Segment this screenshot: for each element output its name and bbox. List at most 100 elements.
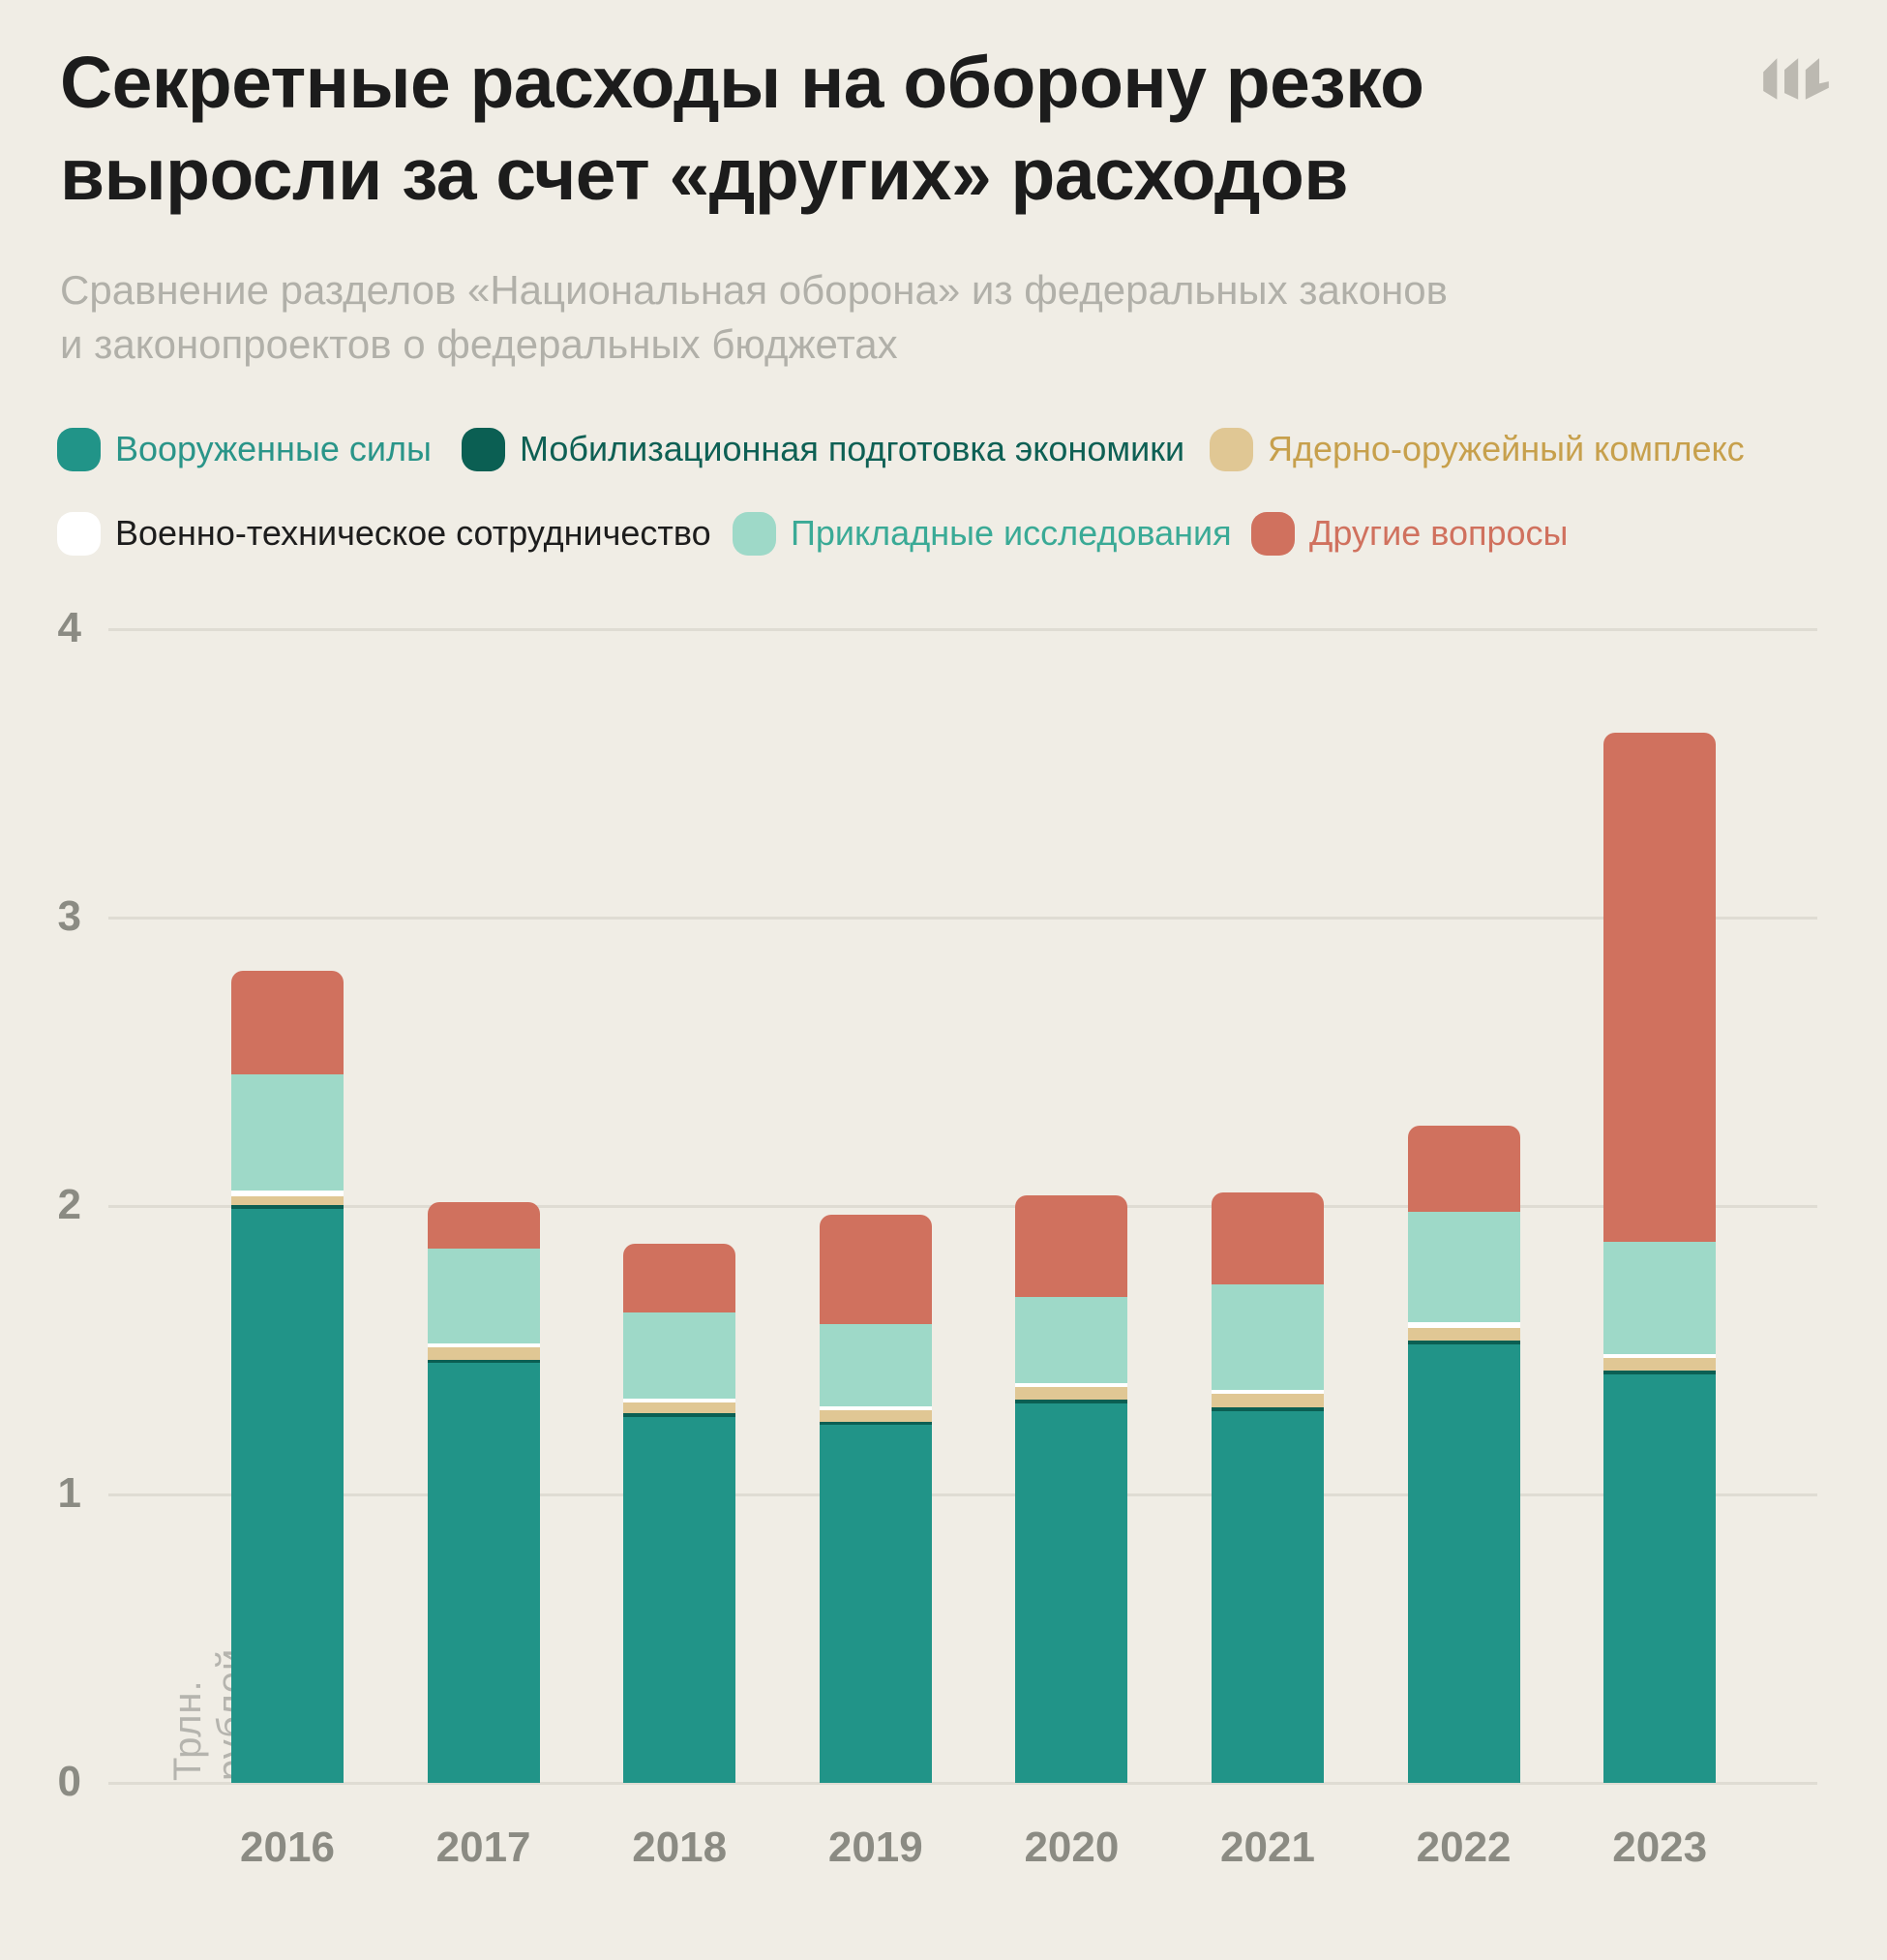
legend-swatch-icon — [57, 511, 101, 556]
bar-2016-segment-1 — [231, 1208, 344, 1783]
y-tick-label-2: 2 — [57, 1181, 81, 1228]
page-subtitle: Сравнение разделов «Национальная оборона… — [60, 263, 1448, 372]
bar-2019-segment-3 — [819, 1410, 932, 1422]
bar-2023-segment-3 — [1603, 1358, 1717, 1372]
gridline-1 — [108, 1493, 1817, 1496]
bar-2020 — [1015, 1195, 1128, 1783]
x-label-2019: 2019 — [827, 1824, 923, 1871]
bar-2016-segment-2 — [231, 1205, 344, 1209]
bar-2018-segment-1 — [623, 1416, 736, 1783]
bar-2020-segment-6 — [1015, 1195, 1128, 1297]
legend-item-3: Ядерно-оружейный комплекс — [1210, 427, 1745, 471]
legend-label: Мобилизационная подготовка экономики — [520, 429, 1185, 468]
bar-2017 — [427, 1202, 540, 1783]
bar-2021-segment-5 — [1212, 1284, 1324, 1391]
bar-2019-segment-6 — [819, 1214, 932, 1325]
bar-2023-segment-5 — [1603, 1241, 1717, 1355]
bar-2022-segment-3 — [1407, 1327, 1520, 1342]
legend-swatch-icon — [462, 427, 505, 471]
bar-2016-segment-6 — [231, 971, 344, 1075]
bar-2018 — [623, 1243, 736, 1783]
bar-2021-segment-6 — [1212, 1192, 1324, 1285]
meduza-logo-icon — [1763, 58, 1829, 100]
subtitle-line-2: и законопроектов о федеральных бюджетах — [60, 321, 898, 367]
bar-2020-segment-2 — [1015, 1400, 1128, 1404]
bar-2016-segment-5 — [231, 1074, 344, 1191]
bar-2017-segment-3 — [427, 1347, 540, 1360]
bar-2022-segment-5 — [1407, 1211, 1520, 1323]
bar-2017-segment-4 — [427, 1343, 540, 1348]
bar-2017-segment-2 — [427, 1359, 540, 1364]
bar-2021-segment-4 — [1212, 1390, 1324, 1394]
bar-2017-segment-6 — [427, 1202, 540, 1250]
bar-2021-segment-3 — [1212, 1393, 1324, 1408]
legend-label: Прикладные исследования — [791, 513, 1232, 553]
bar-2016-segment-3 — [231, 1195, 344, 1206]
y-tick-label-4: 4 — [57, 604, 81, 651]
legend-item-6: Другие вопросы — [1251, 511, 1568, 556]
bar-2023-segment-1 — [1603, 1374, 1717, 1783]
bar-2019-segment-2 — [819, 1421, 932, 1426]
title-line-1: Секретные расходы на оборону резко — [60, 42, 1424, 123]
bar-2016-segment-4 — [231, 1190, 344, 1196]
y-tick-label-1: 1 — [57, 1469, 81, 1517]
x-label-2017: 2017 — [435, 1824, 531, 1871]
bar-2021 — [1212, 1192, 1324, 1783]
gridline-4 — [108, 628, 1817, 631]
bar-2021-segment-2 — [1212, 1407, 1324, 1411]
gridline-3 — [108, 917, 1817, 920]
gridline-0 — [108, 1782, 1817, 1785]
legend-item-2: Мобилизационная подготовка экономики — [462, 427, 1184, 471]
bar-2018-segment-2 — [623, 1412, 736, 1417]
legend-item-5: Прикладные исследования — [733, 511, 1232, 556]
bar-2023-segment-2 — [1603, 1371, 1717, 1375]
bar-2023-segment-6 — [1603, 733, 1717, 1242]
legend-swatch-icon — [733, 511, 776, 556]
bar-2018-segment-5 — [623, 1312, 736, 1399]
bar-2022-segment-2 — [1407, 1341, 1520, 1345]
x-label-2020: 2020 — [1024, 1824, 1120, 1871]
bar-2018-segment-3 — [623, 1402, 736, 1413]
legend-item-1: Вооруженные силы — [57, 427, 432, 471]
bar-2019-segment-1 — [819, 1425, 932, 1783]
x-label-2023: 2023 — [1612, 1824, 1708, 1871]
bar-2018-segment-4 — [623, 1398, 736, 1402]
legend-label: Другие вопросы — [1309, 513, 1569, 553]
x-label-2021: 2021 — [1220, 1824, 1315, 1871]
bar-2020-segment-4 — [1015, 1383, 1128, 1387]
bar-2019 — [819, 1214, 932, 1783]
title-line-2: выросли за счет «других» расходов — [60, 134, 1348, 215]
y-tick-label-3: 3 — [57, 892, 81, 940]
legend-swatch-icon — [57, 427, 101, 471]
bar-2020-segment-3 — [1015, 1386, 1128, 1401]
x-label-2016: 2016 — [240, 1824, 335, 1871]
bar-2019-segment-4 — [819, 1406, 932, 1410]
bar-2016 — [231, 971, 344, 1783]
legend-swatch-icon — [1251, 511, 1295, 556]
x-label-2022: 2022 — [1416, 1824, 1512, 1871]
subtitle-line-1: Сравнение разделов «Национальная оборона… — [60, 267, 1448, 313]
bar-2022-segment-4 — [1407, 1322, 1520, 1328]
bar-2022 — [1407, 1125, 1520, 1783]
legend-swatch-icon — [1210, 427, 1253, 471]
gridline-2 — [108, 1205, 1817, 1208]
bar-2017-segment-5 — [427, 1249, 540, 1344]
x-label-2018: 2018 — [632, 1824, 728, 1871]
bar-2019-segment-5 — [819, 1324, 932, 1407]
bar-2021-segment-1 — [1212, 1410, 1324, 1783]
bar-2017-segment-1 — [427, 1363, 540, 1783]
y-tick-label-0: 0 — [57, 1758, 81, 1805]
bar-2020-segment-1 — [1015, 1403, 1128, 1783]
legend-label: Военно-техническое сотрудничество — [115, 513, 711, 553]
bar-2020-segment-5 — [1015, 1296, 1128, 1383]
bar-2022-segment-6 — [1407, 1125, 1520, 1212]
bar-2023 — [1603, 733, 1717, 1783]
bar-2023-segment-4 — [1603, 1354, 1717, 1359]
legend-item-4: Военно-техническое сотрудничество — [57, 511, 711, 556]
page-title: Секретные расходы на оборону резко вырос… — [60, 37, 1424, 221]
bar-2022-segment-1 — [1407, 1344, 1520, 1783]
legend-label: Ядерно-оружейный комплекс — [1268, 429, 1745, 468]
bar-2018-segment-6 — [623, 1243, 736, 1313]
